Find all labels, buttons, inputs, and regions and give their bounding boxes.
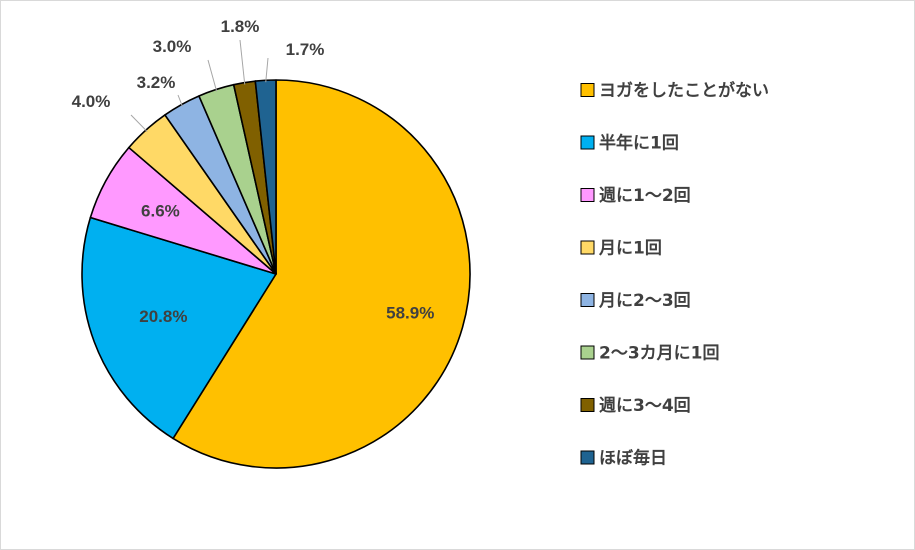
data-label: 3.2% [137,73,176,92]
legend-label: ほぼ毎日 [599,448,667,469]
leader-line [130,114,148,132]
pie-slice [172,79,471,469]
data-label: 58.9% [386,304,434,323]
legend-label: ヨガをしたことがない [599,80,769,101]
legend-swatch [580,83,595,97]
leader-line [177,94,183,107]
legend-swatch [580,293,595,307]
data-label: 6.6% [141,201,180,220]
legend-swatch [580,188,595,202]
legend-swatch [580,135,595,150]
legend-label: 週に3～4回 [599,396,691,416]
data-label: 20.8% [139,307,187,326]
leader-line [265,57,269,83]
legend-swatch [580,345,595,360]
legend-swatch [580,450,595,465]
pie-slice [81,216,277,440]
leader-line [239,39,246,85]
legend-label: 週に1～2回 [599,186,691,206]
data-label: 4.0% [72,92,111,111]
legend-swatch [580,398,595,412]
legend-swatch [580,240,595,255]
data-labels: 58.9% 20.8% 6.6% 4.0% 3.2% 3.0% 1.8% 1.7% [72,17,435,326]
leader-lines [130,39,269,132]
legend-label: 月に2～3回 [598,291,691,311]
data-label: 1.7% [286,40,325,59]
legend-label: 2～3カ月に1回 [599,344,720,364]
legend-label: 半年に1回 [599,133,679,154]
data-label: 3.0% [153,37,192,56]
leader-line [207,59,218,92]
legend-label: 月に1回 [598,239,662,259]
pie-slices [81,79,471,469]
data-label: 1.8% [221,17,260,36]
